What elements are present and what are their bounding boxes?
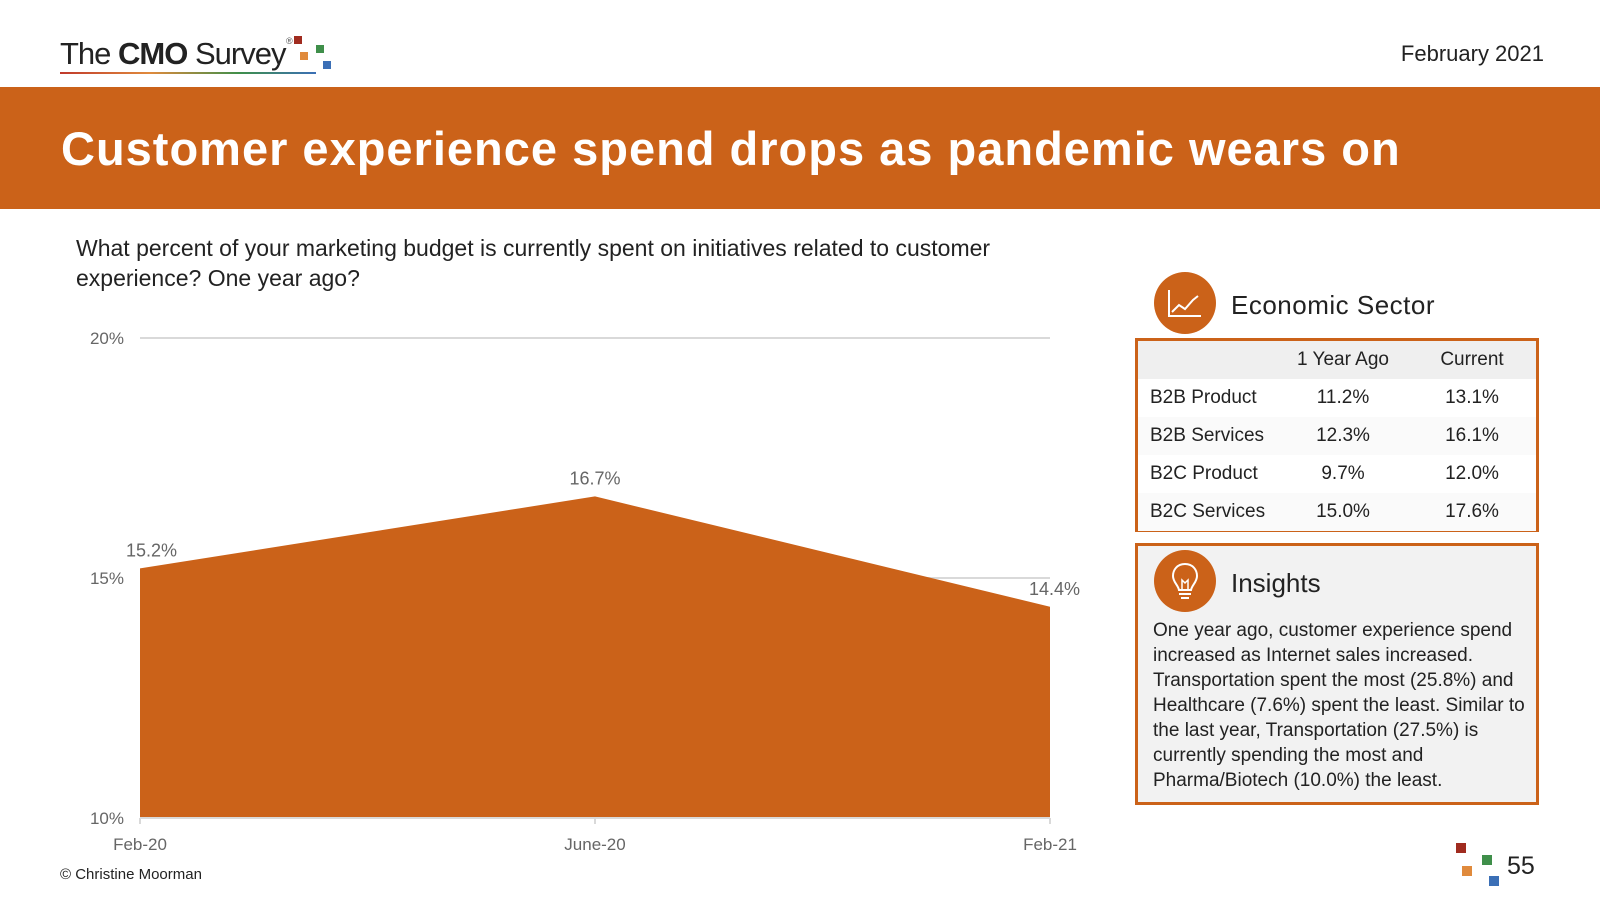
survey-question: What percent of your marketing budget is…	[76, 235, 991, 291]
logo-square-orange	[300, 52, 308, 60]
year-ago-value: 9.7%	[1321, 463, 1365, 484]
sector-table: 1 Year Ago Current B2B Product 11.2% 13.…	[1138, 341, 1536, 531]
area-series	[140, 496, 1050, 818]
y-tick-label: 20%	[90, 329, 124, 348]
current-value: 12.0%	[1445, 463, 1499, 484]
logo-square-green	[316, 45, 324, 53]
row-label: B2B Product	[1150, 387, 1257, 408]
logo-word-the: The	[60, 36, 111, 71]
table-row: B2C Product 9.7% 12.0%	[1138, 455, 1536, 493]
x-tick-label: Feb-20	[113, 835, 167, 854]
report-date: February 2021	[1400, 41, 1544, 66]
x-tick-label: Feb-21	[1023, 835, 1077, 854]
data-label: 16.7%	[569, 468, 620, 488]
logo-word-survey: Survey	[195, 36, 286, 71]
y-tick-label: 10%	[90, 809, 124, 828]
row-label: B2C Product	[1150, 463, 1258, 484]
copyright-notice: © Christine Moorman	[60, 866, 202, 883]
data-label: 15.2%	[126, 540, 177, 560]
logo-square-blue	[323, 61, 331, 69]
line-chart-icon	[1154, 272, 1216, 334]
year-ago-value: 11.2%	[1316, 387, 1370, 408]
cmo-survey-logo: The CMO Survey ®	[60, 30, 360, 74]
page-title: Customer experience spend drops as pande…	[61, 122, 1401, 175]
footer-square-blue	[1489, 876, 1499, 886]
column-header-sector	[1138, 341, 1278, 379]
column-header-year-ago: 1 Year Ago	[1278, 341, 1408, 379]
logo-wordmark: The CMO Survey	[60, 36, 286, 72]
y-tick-label: 15%	[90, 569, 124, 588]
table-row: B2C Services 15.0% 17.6%	[1138, 493, 1536, 531]
row-label: B2C Services	[1138, 493, 1278, 531]
insights-heading: Insights	[1231, 568, 1321, 598]
year-ago-value: 15.0%	[1278, 493, 1408, 531]
column-header-current: Current	[1408, 341, 1536, 379]
footer-square-orange	[1462, 866, 1472, 876]
year-ago-value: 12.3%	[1278, 417, 1408, 455]
logo-word-cmo: CMO	[118, 36, 188, 71]
x-tick-label: June-20	[564, 835, 625, 854]
footer-square-red	[1456, 843, 1466, 853]
lightbulb-icon	[1154, 550, 1216, 612]
logo-registered-mark: ®	[286, 36, 293, 46]
footer-square-green	[1482, 855, 1492, 865]
area-chart: 10% 15% 20% Feb-20 June-20 Feb-21 15.2% 16.7% 14…	[90, 329, 1080, 854]
table-header-row: 1 Year Ago Current	[1138, 341, 1536, 379]
current-value: 13.1%	[1445, 387, 1499, 408]
current-value: 16.1%	[1408, 417, 1536, 455]
table-row: B2B Services 12.3% 16.1%	[1138, 417, 1536, 455]
sector-table-box: 1 Year Ago Current B2B Product 11.2% 13.…	[1135, 338, 1539, 532]
logo-underline	[60, 72, 316, 74]
table-row: B2B Product 11.2% 13.1%	[1138, 379, 1536, 417]
logo-square-red	[294, 36, 302, 44]
insights-text: One year ago, customer experience spend …	[1153, 620, 1525, 791]
sector-heading: Economic Sector	[1231, 290, 1436, 320]
page-number: 55	[1507, 852, 1535, 880]
current-value: 17.6%	[1408, 493, 1536, 531]
data-label: 14.4%	[1029, 579, 1080, 599]
row-label: B2B Services	[1138, 417, 1278, 455]
title-banner: Customer experience spend drops as pande…	[0, 87, 1600, 209]
